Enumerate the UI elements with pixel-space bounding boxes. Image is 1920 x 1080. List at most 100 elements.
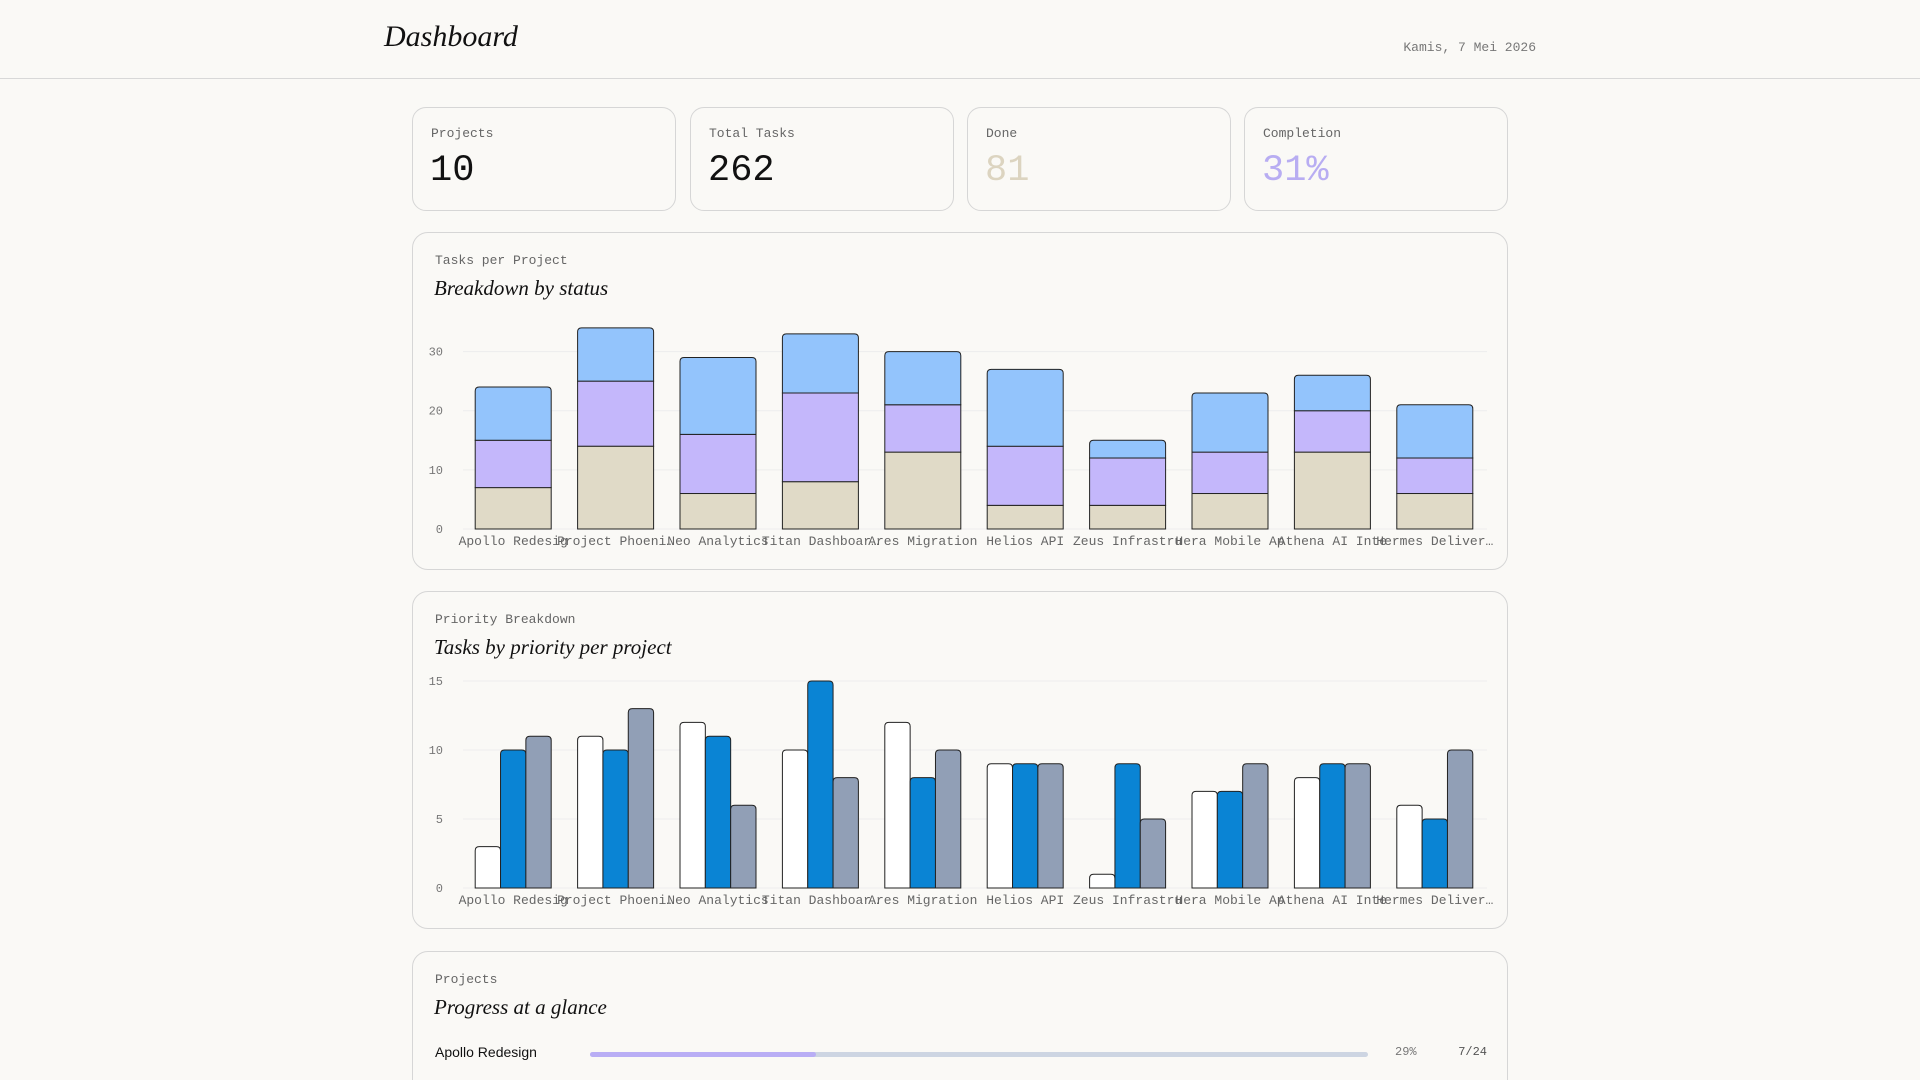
- bar-segment: [781, 333, 859, 394]
- bar: [986, 763, 1014, 889]
- bar: [525, 735, 552, 889]
- bar: [781, 749, 809, 889]
- progress-percent: 29%: [1395, 1045, 1417, 1059]
- stat-label: Projects: [431, 126, 494, 141]
- bar: [474, 846, 502, 889]
- stat-label: Total Tasks: [709, 126, 795, 141]
- y-tick-label: 5: [436, 813, 443, 827]
- page-title: Dashboard: [384, 20, 518, 53]
- bar: [884, 721, 911, 889]
- bar: [1037, 763, 1064, 889]
- bar: [934, 749, 962, 889]
- stat-card-completion: Completion 31%: [1244, 107, 1508, 211]
- stat-value: 262: [708, 150, 775, 192]
- x-tick-label: Helios API: [986, 534, 1064, 549]
- bar: [627, 708, 655, 889]
- bar: [807, 680, 834, 889]
- bar-segment: [986, 445, 1064, 506]
- stat-value: 10: [430, 150, 475, 192]
- x-tick-label: Ares Migration: [868, 893, 977, 908]
- bar-segment: [1396, 493, 1474, 530]
- stat-card-total-tasks: Total Tasks 262: [690, 107, 954, 211]
- bar-segment: [1396, 457, 1474, 495]
- bar-segment: [679, 433, 757, 495]
- stat-card-done: Done 81: [967, 107, 1231, 211]
- bar: [1446, 749, 1474, 889]
- bar: [1396, 804, 1423, 889]
- x-tick-label: Athena AI Inte: [1278, 534, 1387, 549]
- bar-segment: [577, 327, 655, 382]
- bar-segment: [474, 439, 552, 489]
- progress-fill: [590, 1052, 816, 1057]
- x-tick-label: Athena AI Inte: [1278, 893, 1387, 908]
- bar-segment: [1191, 451, 1269, 495]
- bar-segment: [986, 504, 1064, 530]
- bar: [1319, 763, 1346, 889]
- x-tick-label: Titan Dashboar…: [762, 893, 879, 908]
- bar-segment: [474, 487, 552, 530]
- bar: [909, 777, 936, 889]
- project-progress-row[interactable]: Apollo Redesign 29% 7/24: [435, 1042, 1487, 1064]
- card-kicker: Tasks per Project: [435, 253, 568, 268]
- y-tick-label: 10: [429, 464, 443, 478]
- x-tick-label: Helios API: [986, 893, 1064, 908]
- card-heading: Tasks by priority per project: [434, 635, 672, 659]
- y-tick-label: 15: [429, 675, 443, 689]
- bar: [1293, 777, 1321, 889]
- bar: [1421, 818, 1448, 889]
- bar-segment: [1089, 504, 1167, 530]
- progress-count: 7/24: [1458, 1045, 1487, 1059]
- x-tick-label: Neo Analytics: [667, 534, 768, 549]
- x-tick-label: Project Phoeni…: [557, 534, 674, 549]
- project-name: Apollo Redesign: [435, 1044, 537, 1060]
- y-tick-label: 10: [429, 744, 443, 758]
- x-tick-label: Zeus Infrastru: [1073, 534, 1182, 549]
- bar-segment: [577, 380, 655, 447]
- stat-label: Done: [986, 126, 1018, 141]
- bar-segment: [1293, 374, 1371, 412]
- bar-segment: [884, 351, 962, 406]
- x-tick-label: Neo Analytics: [667, 893, 768, 908]
- bar: [1139, 818, 1167, 889]
- bar: [832, 777, 859, 889]
- x-tick-label: Apollo Redesig: [459, 534, 568, 549]
- bar: [679, 721, 706, 889]
- bar-segment: [577, 445, 655, 530]
- x-tick-label: Hermes Deliver…: [1376, 534, 1493, 549]
- bar-segment: [1191, 392, 1269, 453]
- bar: [1242, 763, 1269, 889]
- x-tick-label: Project Phoeni…: [557, 893, 674, 908]
- progress-track: [590, 1052, 1368, 1057]
- bar-segment: [781, 481, 859, 530]
- bar-segment: [781, 392, 859, 483]
- card-kicker: Projects: [435, 972, 498, 987]
- bar-segment: [1191, 493, 1269, 530]
- x-tick-label: Apollo Redesig: [459, 893, 568, 908]
- bar: [1089, 873, 1116, 889]
- bar: [1114, 763, 1141, 889]
- y-tick-label: 30: [429, 346, 443, 360]
- stat-value: 81: [985, 150, 1030, 192]
- current-date: Kamis, 7 Mei 2026: [1403, 40, 1536, 55]
- x-tick-label: Zeus Infrastru: [1073, 893, 1182, 908]
- bar-segment: [1293, 451, 1371, 530]
- bar-segment: [986, 368, 1064, 447]
- bar-segment: [679, 493, 757, 530]
- bar: [730, 804, 757, 889]
- bar-segment: [679, 356, 757, 435]
- bar: [1344, 763, 1371, 889]
- priority-chart-card: Priority Breakdown Tasks by priority per…: [412, 591, 1508, 929]
- bar: [1012, 763, 1039, 889]
- bar: [577, 735, 604, 889]
- stat-value: 31%: [1262, 150, 1329, 192]
- status-chart-card: Tasks per Project Breakdown by status 0 1…: [412, 232, 1508, 570]
- bar: [500, 749, 527, 889]
- bar-segment: [1089, 457, 1167, 506]
- x-tick-label: Ares Migration: [868, 534, 977, 549]
- y-tick-label: 0: [436, 523, 443, 537]
- bar: [602, 749, 629, 889]
- x-tick-label: Hera Mobile Ap: [1175, 893, 1284, 908]
- bar-segment: [1396, 404, 1474, 459]
- app-header: Dashboard Kamis, 7 Mei 2026: [0, 0, 1920, 79]
